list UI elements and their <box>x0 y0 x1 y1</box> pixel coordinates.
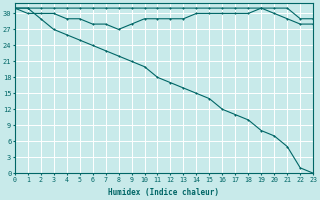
X-axis label: Humidex (Indice chaleur): Humidex (Indice chaleur) <box>108 188 220 197</box>
